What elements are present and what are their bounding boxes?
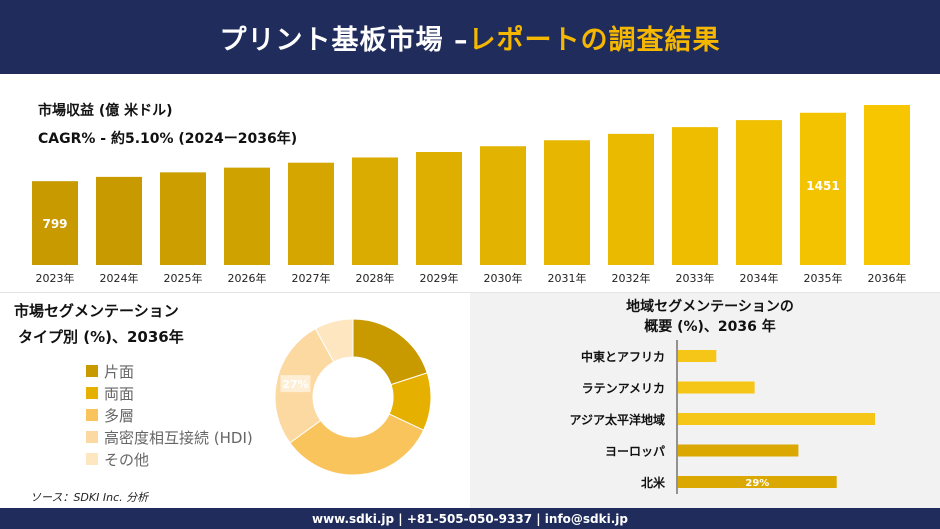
region-label: アジア太平洋地域 [569, 412, 665, 427]
x-tick-label: 2025年 [164, 271, 203, 285]
bar-data-label: 1451 [806, 179, 839, 193]
x-tick-label: 2027年 [292, 271, 331, 285]
donut-slice [314, 318, 354, 363]
x-tick-label: 2031年 [548, 271, 587, 285]
legend-label: 高密度相互接続 (HDI) [104, 428, 253, 447]
revenue-bar [544, 140, 590, 265]
revenue-bar [800, 112, 846, 265]
legend-label: 多層 [104, 406, 135, 425]
revenue-bar [736, 120, 782, 265]
region-label: 中東とアフリカ [581, 349, 665, 364]
segment-title-line1: 市場セグメンテーション [14, 302, 179, 320]
legend-item: その他 [86, 448, 253, 470]
x-tick-label: 2026年 [228, 271, 267, 285]
revenue-bar [608, 133, 654, 265]
revenue-bar [96, 176, 142, 265]
legend-label: その他 [104, 450, 150, 469]
x-tick-label: 2033年 [676, 271, 715, 285]
region-title-line1: 地域セグメンテーションの [626, 299, 794, 315]
report-header: プリント基板市場 –レポートの調査結果 [0, 0, 940, 74]
legend-swatch [86, 453, 98, 465]
segment-title: 市場セグメンテーション タイプ別 (%)、2036年 [14, 298, 184, 350]
region-panel [470, 293, 940, 508]
x-tick-label: 2028年 [356, 271, 395, 285]
bar-data-label: 799 [42, 217, 67, 231]
revenue-bar-chart: 2023年 2024年 2025年 2026年 2027年 2028年 2029年 2030年… [32, 105, 910, 285]
segment-title-line2: タイプ別 (%)、2036年 [18, 328, 184, 346]
region-bar [678, 444, 799, 457]
legend-swatch [86, 387, 98, 399]
region-label: ラテンアメリカ [582, 382, 665, 396]
donut-label-box [280, 375, 311, 393]
revenue-bar [480, 146, 526, 265]
x-tick-label: 2029年 [420, 271, 459, 285]
x-tick-label: 2032年 [612, 271, 651, 285]
region-label: 北米 [641, 475, 666, 490]
region-bar [678, 476, 837, 488]
type-donut-chart: 27% [274, 318, 432, 476]
legend-item: 高密度相互接続 (HDI) [86, 426, 253, 448]
revenue-bar [416, 152, 462, 265]
region-title-line2: 概要 (%)、2036 年 [644, 319, 776, 335]
donut-slice [289, 413, 425, 476]
legend-item: 片面 [86, 360, 253, 382]
section-divider [0, 292, 940, 293]
region-data-label: 29% [745, 478, 769, 489]
x-tick-label: 2030年 [484, 271, 523, 285]
footer-contact: www.sdki.jp | +81-505-050-9337 | info@sd… [311, 511, 628, 526]
region-bar [678, 350, 717, 362]
x-tick-label: 2036年 [868, 271, 907, 285]
footer-bar: www.sdki.jp | +81-505-050-9337 | info@sd… [0, 508, 940, 529]
revenue-bar [288, 162, 334, 265]
legend-item: 両面 [86, 382, 253, 404]
revenue-label: 市場収益 (億 米ドル) [38, 103, 173, 119]
region-bar [678, 413, 875, 425]
source-note: ソース：SDKI Inc. 分析 [30, 491, 149, 504]
donut-data-label: 27% [282, 378, 308, 391]
revenue-bar [864, 105, 910, 265]
title-main: プリント基板市場 – [219, 24, 469, 56]
legend-swatch [86, 431, 98, 443]
type-legend: 片面両面多層高密度相互接続 (HDI) その他 [86, 360, 253, 470]
revenue-bar [160, 172, 206, 265]
legend-item: 多層 [86, 404, 253, 426]
region-label: ヨーロッパ [605, 445, 665, 459]
revenue-bar [224, 167, 270, 265]
page-title: プリント基板市場 –レポートの調査結果 [220, 18, 721, 57]
region-title: 地域セグメンテーションの 概要 (%)、2036 年 [590, 297, 830, 337]
revenue-bar [352, 157, 398, 265]
legend-swatch [86, 365, 98, 377]
x-tick-label: 2035年 [804, 271, 843, 285]
region-bar [678, 381, 755, 394]
cagr-label: CAGR% - 約5.10% (2024ー2036年) [38, 131, 298, 147]
x-tick-label: 2024年 [100, 271, 139, 285]
title-accent: レポートの調査結果 [468, 24, 721, 56]
revenue-bar [32, 181, 78, 265]
x-tick-label: 2023年 [36, 271, 75, 285]
legend-swatch [86, 409, 98, 421]
x-tick-label: 2034年 [740, 271, 779, 285]
revenue-bar [672, 127, 718, 265]
legend-label: 両面 [104, 384, 135, 403]
donut-slice [352, 318, 428, 386]
legend-label: 片面 [104, 362, 135, 381]
